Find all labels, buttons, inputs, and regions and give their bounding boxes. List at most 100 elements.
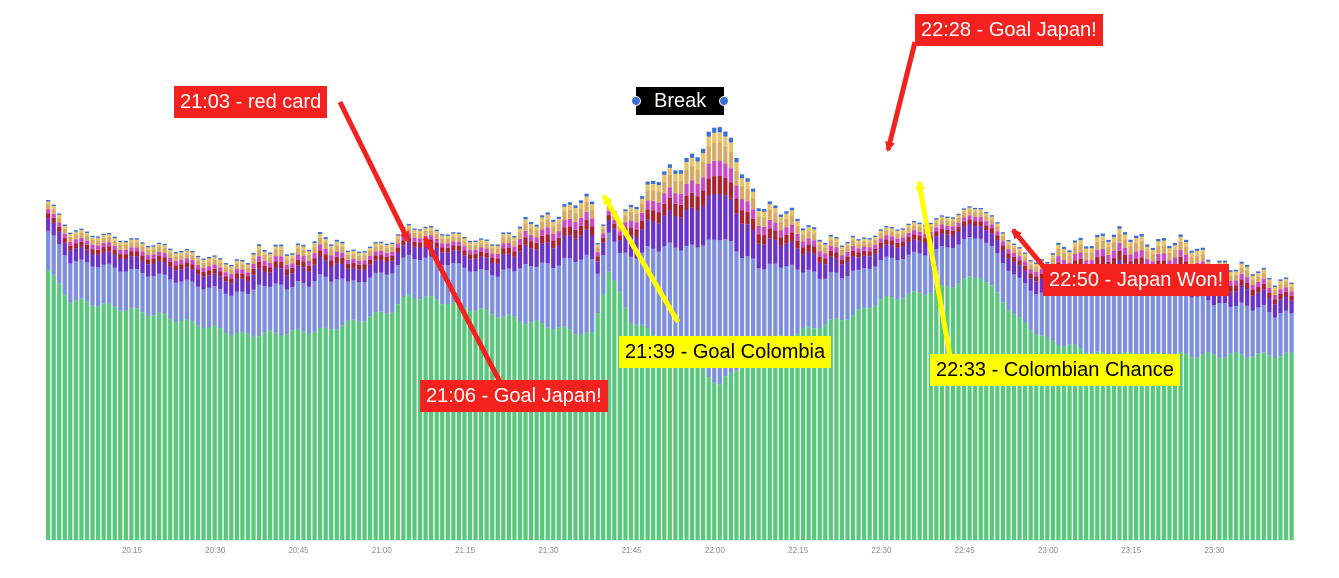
bar-segment	[584, 220, 589, 230]
bar-segment	[817, 241, 822, 246]
bar-segment	[1061, 248, 1067, 253]
bar-segment	[989, 216, 994, 220]
bar-segment	[318, 244, 323, 251]
bar-segment	[1078, 252, 1083, 259]
bar-segment	[1167, 248, 1172, 253]
bar-segment	[251, 254, 256, 258]
bar-segment	[745, 188, 750, 202]
bar-segment	[284, 334, 289, 540]
bar-segment	[584, 193, 589, 197]
bar-segment	[423, 230, 428, 236]
bar-segment	[800, 328, 806, 540]
bar-segment	[1117, 233, 1122, 244]
bar-segment	[1045, 262, 1050, 264]
bar-segment	[545, 242, 550, 264]
bar-segment	[939, 219, 944, 225]
bar-segment	[545, 327, 550, 540]
bar-segment	[340, 257, 345, 264]
bar-segment	[351, 280, 356, 320]
bar-segment	[451, 241, 456, 246]
bar-segment	[279, 256, 284, 262]
bar-segment	[934, 231, 939, 237]
bar-segment	[434, 231, 439, 234]
bar-segment	[151, 245, 156, 247]
bar-segment	[107, 251, 112, 264]
bar-segment	[834, 252, 839, 259]
bar-segment	[467, 259, 473, 272]
bar-segment	[195, 255, 201, 258]
bar-segment	[1272, 289, 1278, 295]
bar-segment	[767, 201, 772, 205]
bar-segment	[945, 247, 950, 287]
bar-segment	[1195, 357, 1200, 540]
bar-segment	[978, 209, 983, 213]
bar-segment	[573, 334, 578, 540]
bar-segment	[889, 257, 895, 298]
bar-segment	[245, 267, 251, 273]
bar-segment	[373, 251, 378, 256]
bar-segment	[567, 209, 573, 219]
bar-segment	[967, 219, 972, 225]
bar-segment	[51, 274, 56, 540]
bar-segment	[490, 262, 495, 276]
bar-segment	[1000, 302, 1006, 540]
bar-segment	[789, 241, 795, 265]
bar-segment	[323, 327, 328, 540]
bar-segment	[945, 234, 950, 248]
bar-segment	[934, 227, 939, 232]
bar-segment	[101, 247, 106, 252]
bar-segment	[939, 215, 944, 217]
bar-segment	[784, 336, 789, 540]
bar-segment	[395, 243, 400, 248]
bar-segment	[795, 248, 800, 270]
bar-segment	[445, 235, 450, 239]
annotation-arrow	[337, 100, 411, 242]
bar-segment	[68, 241, 73, 246]
bar-segment	[973, 212, 978, 217]
bar-segment	[412, 246, 417, 260]
bar-segment	[57, 214, 62, 218]
bar-segment	[578, 208, 584, 218]
bar-segment	[1145, 246, 1150, 252]
bar-segment	[506, 253, 511, 269]
bar-segment	[179, 260, 184, 265]
bar-segment	[540, 323, 545, 540]
bar-segment	[817, 245, 822, 252]
bar-segment	[1200, 249, 1205, 255]
bar-segment	[412, 228, 417, 230]
bar-segment	[828, 250, 833, 257]
bar-segment	[1283, 352, 1289, 540]
bar-segment	[800, 228, 806, 231]
bar-segment	[168, 257, 173, 262]
bar-segment	[578, 259, 584, 335]
bar-segment	[478, 251, 484, 257]
bar-segment	[706, 178, 711, 196]
bar-segment	[279, 246, 284, 250]
bar-segment	[245, 333, 251, 540]
bar-segment	[939, 224, 944, 229]
bar-segment	[223, 263, 228, 265]
bar-segment	[989, 233, 994, 246]
bar-segment	[162, 257, 167, 263]
bar-segment	[895, 260, 900, 300]
bar-segment	[1011, 247, 1017, 253]
bar-segment	[573, 213, 578, 223]
bar-segment	[340, 243, 345, 247]
bar-segment	[129, 251, 134, 257]
bar-segment	[612, 219, 617, 224]
bar-segment	[934, 236, 939, 249]
bar-segment	[684, 245, 689, 358]
bar-segment	[179, 250, 184, 253]
bar-segment	[373, 246, 378, 252]
bar-segment	[84, 240, 90, 245]
bar-segment	[1161, 290, 1167, 357]
bar-segment	[90, 240, 95, 245]
bar-segment	[462, 250, 467, 256]
bar-segment	[762, 346, 767, 540]
bar-segment	[356, 269, 362, 283]
bar-segment	[906, 232, 911, 238]
bar-segment	[856, 257, 861, 270]
bar-segment	[878, 299, 883, 540]
bar-segment	[584, 196, 589, 203]
bar-segment	[745, 224, 750, 257]
